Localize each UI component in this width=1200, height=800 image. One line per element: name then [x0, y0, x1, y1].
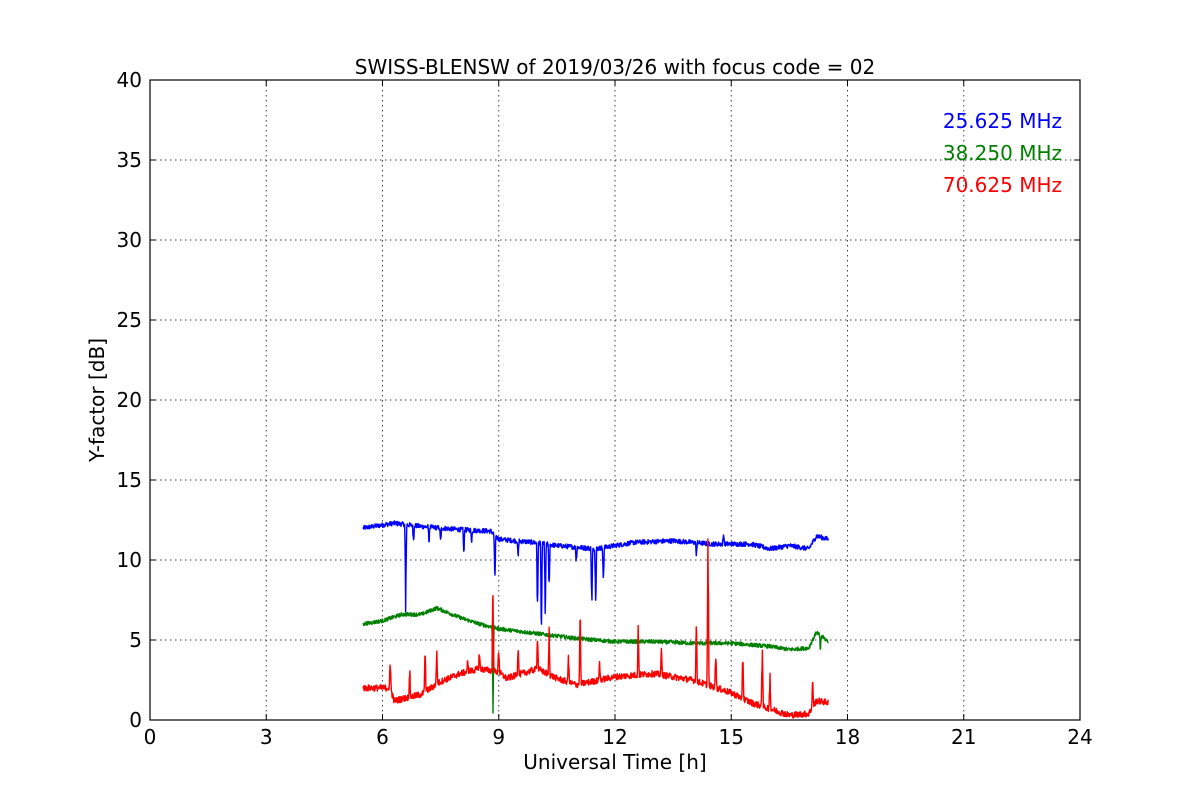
y-tick-label: 20 — [117, 388, 142, 412]
y-axis-label: Y-factor [dB] — [85, 338, 109, 463]
x-tick-label: 15 — [719, 725, 744, 749]
legend-entry-2: 38.250 MHz — [943, 141, 1062, 165]
legend-entry-1: 25.625 MHz — [943, 109, 1062, 133]
x-tick-label: 6 — [376, 725, 389, 749]
x-tick-label: 21 — [951, 725, 976, 749]
y-tick-label: 30 — [117, 228, 142, 252]
y-tick-label: 35 — [117, 148, 142, 172]
x-axis-label: Universal Time [h] — [523, 750, 706, 774]
y-tick-label: 10 — [117, 548, 142, 572]
y-tick-label: 15 — [117, 468, 142, 492]
ticks: 0 3 6 9 12 15 18 21 24 0 5 10 15 20 25 30 35 40 — [117, 68, 1093, 749]
legend-entry-3: 70.625 MHz — [943, 173, 1062, 197]
series-line-3 — [362, 538, 829, 719]
x-tick-label: 0 — [144, 725, 157, 749]
chart-title: SWISS-BLENSW of 2019/03/26 with focus co… — [355, 55, 876, 79]
x-tick-label: 9 — [492, 725, 505, 749]
y-tick-label: 40 — [117, 68, 142, 92]
y-tick-label: 5 — [129, 628, 142, 652]
series-layer — [362, 520, 829, 719]
grid — [150, 80, 1080, 720]
series-line-1 — [362, 520, 829, 625]
legend: 25.625 MHz 38.250 MHz 70.625 MHz — [943, 109, 1062, 197]
x-tick-label: 24 — [1067, 725, 1092, 749]
x-tick-label: 12 — [602, 725, 627, 749]
x-tick-label: 3 — [260, 725, 273, 749]
y-tick-label: 0 — [129, 708, 142, 732]
series-line-2 — [362, 605, 829, 714]
x-tick-label: 18 — [835, 725, 860, 749]
y-tick-label: 25 — [117, 308, 142, 332]
